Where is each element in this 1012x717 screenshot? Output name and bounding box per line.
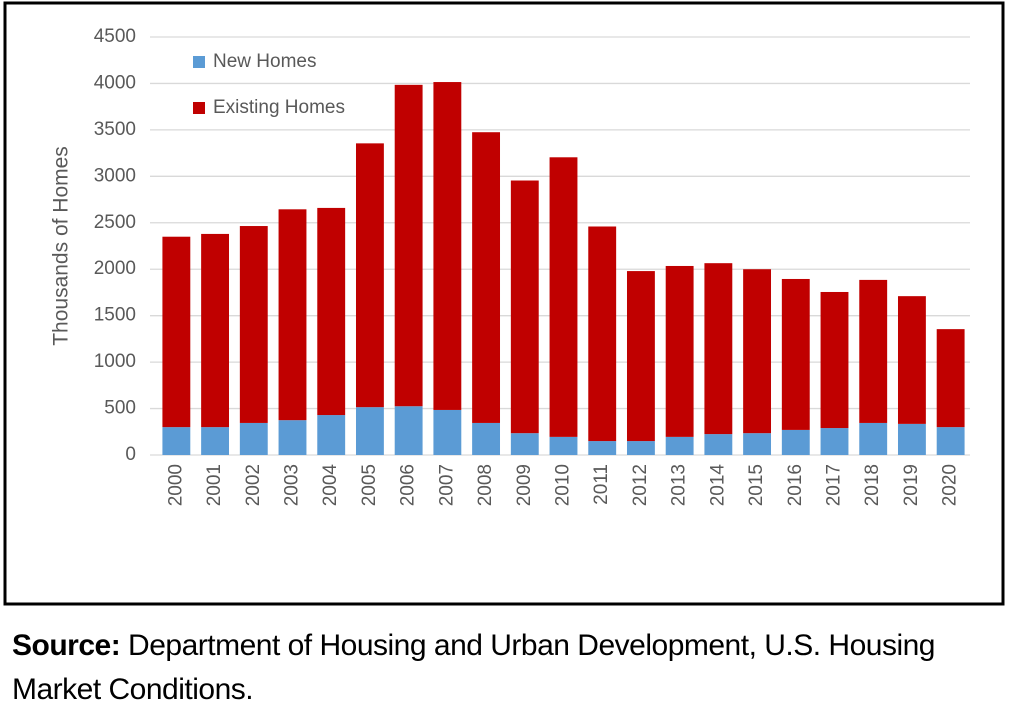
x-tick-label: 2000 (165, 464, 186, 506)
bar (201, 233, 230, 428)
bar (162, 236, 191, 428)
bar (201, 427, 230, 455)
x-tick-label: 2012 (630, 464, 651, 506)
x-tick-label: 2003 (282, 464, 303, 506)
bar (472, 132, 501, 423)
bar (820, 428, 849, 455)
bar (820, 291, 849, 429)
x-tick-label: 2009 (514, 464, 535, 506)
y-tick-label: 500 (104, 398, 136, 419)
y-tick-label: 2500 (94, 212, 136, 233)
bar (665, 265, 694, 437)
x-tick-label: 2005 (359, 464, 380, 506)
bar (278, 209, 307, 421)
bar (588, 226, 617, 442)
bar (936, 427, 965, 455)
x-tick-label: 2018 (862, 464, 883, 506)
x-tick-label: 2001 (204, 464, 225, 506)
bar (665, 436, 694, 455)
bar (394, 406, 423, 455)
bar (355, 143, 384, 408)
bar (897, 296, 926, 424)
y-tick-label: 4000 (94, 72, 136, 93)
bar (704, 263, 733, 435)
bar (317, 415, 346, 455)
y-axis-title: Thousands of Homes (50, 146, 73, 346)
chart-frame (3, 1, 1005, 606)
x-tick-label: 2006 (398, 464, 419, 506)
bar (743, 433, 772, 455)
bar (859, 279, 888, 423)
bar (549, 157, 578, 437)
source-label: Source: (12, 629, 121, 662)
x-tick-label: 2013 (669, 464, 690, 506)
bar (472, 422, 501, 455)
y-tick-label: 0 (125, 444, 136, 465)
bar (897, 423, 926, 455)
x-tick-label: 2016 (785, 464, 806, 506)
source-text: Department of Housing and Urban Developm… (12, 629, 936, 706)
y-tick-label: 2000 (94, 258, 136, 279)
y-tick-label: 1500 (94, 305, 136, 326)
bar (549, 436, 578, 455)
bar (704, 434, 733, 455)
x-tick-label: 2014 (707, 464, 728, 507)
bar (239, 422, 268, 455)
bar (936, 329, 965, 428)
x-tick-label: 2011 (591, 464, 612, 505)
bar (510, 180, 539, 434)
bar (781, 278, 810, 430)
bar (433, 82, 462, 410)
x-tick-label: 2019 (901, 464, 922, 506)
x-tick-label: 2004 (320, 464, 341, 507)
legend-label: Existing Homes (213, 97, 345, 118)
bar (355, 407, 384, 455)
y-tick-label: 4500 (94, 26, 136, 47)
bar (510, 433, 539, 455)
bar (317, 207, 346, 416)
x-tick-label: 2002 (243, 464, 264, 506)
bar (781, 429, 810, 455)
bar (162, 427, 191, 455)
x-tick-label: 2010 (553, 464, 574, 506)
bar (626, 441, 655, 455)
bar (859, 422, 888, 455)
y-tick-label: 1000 (94, 351, 136, 372)
bar (394, 84, 423, 407)
bar (278, 420, 307, 455)
legend-swatch (193, 56, 205, 68)
source-note: Source: Department of Housing and Urban … (12, 624, 972, 712)
legend-label: New Homes (213, 51, 316, 72)
x-tick-label: 2017 (824, 464, 845, 506)
legend-swatch (193, 102, 205, 114)
bar (626, 271, 655, 442)
y-tick-label: 3500 (94, 119, 136, 140)
y-tick-label: 3000 (94, 165, 136, 186)
bar (743, 269, 772, 434)
x-tick-label: 2008 (475, 464, 496, 506)
chart: Thousands of Homes 0 500 1000 1500 2000 2500 3… (3, 1, 1005, 606)
x-tick-label: 2020 (940, 464, 961, 506)
bar (239, 226, 268, 423)
x-tick-label: 2015 (746, 464, 767, 506)
bar (588, 441, 617, 455)
bar (433, 409, 462, 455)
x-tick-label: 2007 (436, 464, 457, 506)
